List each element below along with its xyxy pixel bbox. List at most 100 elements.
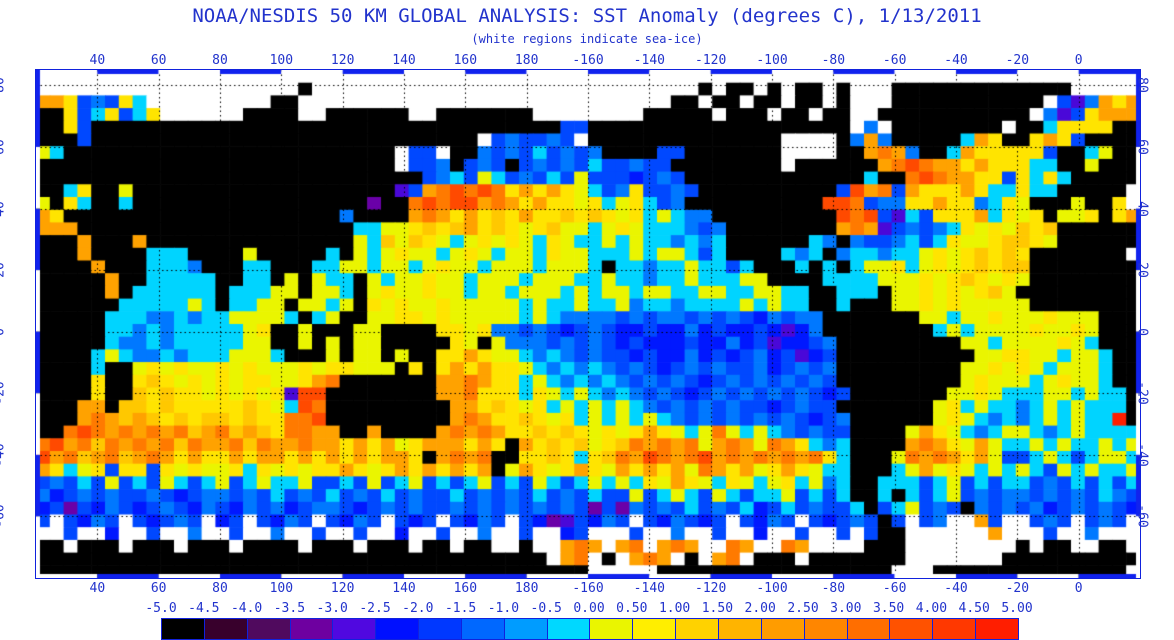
colorbar-segment	[289, 619, 333, 639]
lon-tick-label-top: 40	[89, 53, 106, 68]
colorbar-tick-label: 2.00	[744, 601, 776, 616]
lon-tick-label-bottom: 100	[269, 581, 294, 596]
lat-tick-label-left: 40	[0, 200, 8, 217]
colorbar-tick-label: -4.0	[230, 601, 263, 616]
colorbar-tick-label: -0.5	[530, 601, 562, 616]
map-frame	[35, 69, 1141, 579]
colorbar-tick-label: -2.0	[402, 601, 434, 616]
latitude-axis-left: 80 60 40 20 0 -20 -40 -60	[0, 70, 34, 578]
lon-tick-label-top: -20	[1005, 53, 1030, 68]
longitude-axis-bottom: 40 60 80 100 120 140 160 180 -160 -140 -120 -100 -80…	[36, 581, 1140, 596]
lon-tick-label-bottom: -100	[756, 581, 788, 596]
lon-tick-label-bottom: 80	[212, 581, 228, 596]
lon-tick-label-top: 100	[269, 53, 294, 68]
lon-tick-label-bottom: -60	[882, 581, 907, 596]
lon-tick-label-top: 160	[453, 53, 478, 68]
colorbar-tick-label: -2.5	[359, 601, 391, 616]
lat-tick-label-left: 80	[0, 77, 8, 94]
lon-tick-label-bottom: 40	[89, 581, 106, 596]
colorbar-tick-label: -5.0	[145, 601, 177, 616]
colorbar-segment	[546, 619, 590, 639]
chart-title: NOAA/NESDIS 50 KM GLOBAL ANALYSIS: SST A…	[192, 5, 982, 27]
longitude-axis-top: 40 60 80 100 120 140 160 180 -160 -140 -120 -100 -80…	[36, 53, 1140, 68]
chart-subtitle: (white regions indicate sea-ice)	[471, 32, 703, 46]
lon-tick-label-top: -80	[821, 53, 846, 68]
lat-tick-label-left: 60	[0, 139, 8, 155]
world-map-canvas	[36, 70, 1140, 578]
lon-tick-label-bottom: 60	[150, 581, 167, 596]
colorbar-tick-label: 4.50	[958, 601, 990, 616]
colorbar-segment	[803, 619, 847, 639]
colorbar-segment	[332, 619, 376, 639]
colorbar-segment	[932, 619, 976, 639]
lon-tick-label-top: 140	[392, 53, 416, 68]
colorbar-segment	[162, 619, 204, 639]
lat-tick-label-right: -60	[1134, 504, 1150, 529]
colorbar-labels: -5.0 -4.5 -4.0 -3.5 -3.0 -2.5 -2.0 -1.5 -1.0 -0.5…	[145, 601, 1032, 616]
colorbar-segment	[889, 619, 933, 639]
colorbar-segment	[460, 619, 504, 639]
lon-tick-label-bottom: -40	[944, 581, 968, 596]
colorbar-segment	[589, 619, 633, 639]
colorbar-tick-label: 0.00	[573, 601, 605, 616]
colorbar-tick-label: 3.00	[830, 601, 862, 616]
lon-tick-label-bottom: -120	[695, 581, 727, 596]
colorbar-segment	[375, 619, 419, 639]
lat-tick-label-right: 80	[1134, 77, 1150, 94]
lon-tick-label-bottom: -20	[1005, 581, 1030, 596]
colorbar-tick-label: -4.5	[188, 601, 220, 616]
lon-tick-label-bottom: 160	[453, 581, 478, 596]
colorbar-segment	[717, 619, 761, 639]
colorbar-tick-label: -3.5	[273, 601, 306, 616]
colorbar-segment	[418, 619, 461, 639]
lon-tick-label-bottom: -140	[633, 581, 665, 596]
lon-tick-label-top: 180	[514, 53, 539, 68]
lon-tick-label-top: -120	[695, 53, 727, 68]
lon-tick-label-top: -160	[572, 53, 604, 68]
lon-tick-label-bottom: 180	[514, 581, 539, 596]
colorbar-segment	[203, 619, 247, 639]
lon-tick-label-top: 60	[150, 53, 167, 68]
colorbar-tick-label: 1.00	[658, 601, 691, 616]
lat-tick-label-left: 20	[0, 262, 8, 278]
colorbar-segment	[246, 619, 290, 639]
lon-tick-label-bottom: 140	[392, 581, 416, 596]
lon-tick-label-bottom: 0	[1074, 581, 1083, 596]
lon-tick-label-bottom: -80	[821, 581, 846, 596]
colorbar-segment	[503, 619, 547, 639]
colorbar-tick-label: -1.5	[444, 601, 477, 616]
lat-tick-label-left: -20	[0, 381, 8, 406]
colorbar-tick-label: 4.00	[915, 601, 948, 616]
colorbar-scale	[161, 618, 1019, 640]
lat-tick-label-right: -40	[1134, 443, 1150, 467]
lon-tick-label-top: 80	[212, 53, 228, 68]
colorbar-tick-label: -3.0	[316, 601, 348, 616]
lon-tick-label-top: -60	[882, 53, 907, 68]
colorbar-tick-label: 3.50	[872, 601, 905, 616]
colorbar-segment	[846, 619, 890, 639]
lat-tick-label-right: 0	[1134, 327, 1150, 336]
lon-tick-label-top: 0	[1074, 53, 1083, 68]
lat-tick-label-right: 20	[1134, 262, 1150, 278]
colorbar-tick-label: 1.50	[701, 601, 734, 616]
colorbar-tick-label: -1.0	[487, 601, 520, 616]
lon-tick-label-bottom: -160	[572, 581, 604, 596]
lat-tick-label-left: -40	[0, 443, 8, 467]
lat-tick-label-right: -20	[1134, 381, 1150, 406]
lat-tick-label-right: 60	[1134, 139, 1150, 155]
lat-tick-label-left: 0	[0, 328, 8, 336]
lon-tick-label-bottom: 120	[330, 581, 355, 596]
lat-tick-label-right: 40	[1134, 200, 1150, 217]
colorbar-segment	[760, 619, 804, 639]
lon-tick-label-top: -100	[756, 53, 788, 68]
lon-tick-label-top: -140	[633, 53, 665, 68]
lat-tick-label-left: -60	[0, 504, 8, 529]
colorbar-tick-label: 2.50	[787, 601, 819, 616]
lon-tick-label-top: 120	[330, 53, 355, 68]
colorbar-tick-label: 5.00	[1001, 601, 1033, 616]
colorbar-segment	[632, 619, 676, 639]
colorbar-segment	[975, 619, 1018, 639]
lon-tick-label-top: -40	[944, 53, 968, 68]
colorbar-segment	[675, 619, 718, 639]
